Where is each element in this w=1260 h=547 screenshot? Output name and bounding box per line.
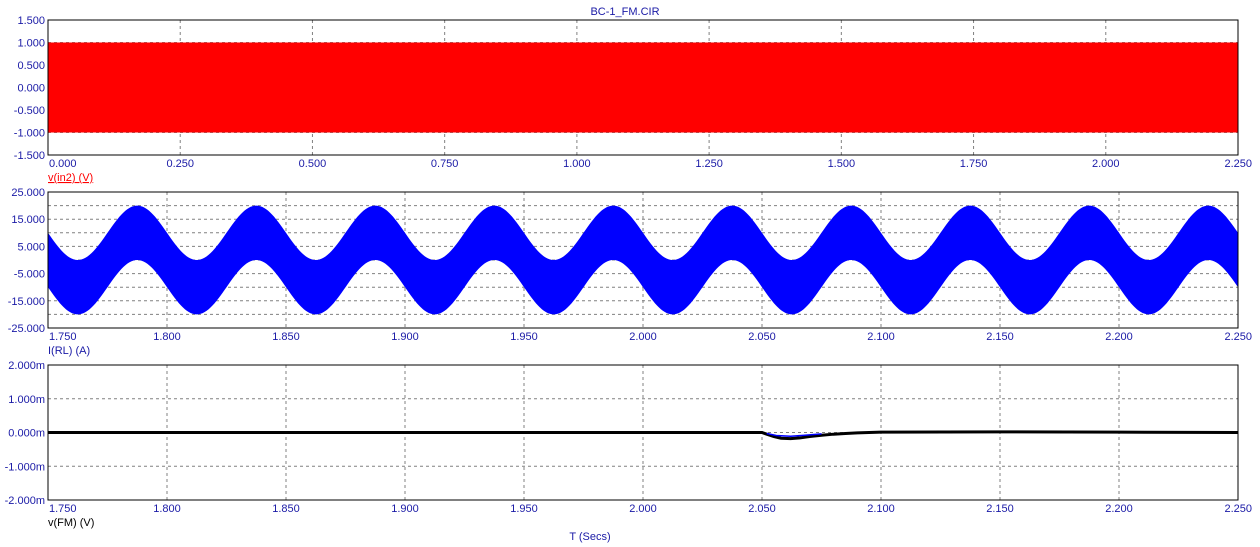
x-tick-label: 2.200: [1105, 331, 1133, 343]
y-tick-label: 0.000: [17, 83, 45, 95]
y-tick-label: 0.500: [17, 60, 45, 72]
series-1-band: [48, 42, 1238, 133]
x-tick-label: 2.100: [867, 503, 895, 515]
y-tick-label: 0.000m: [8, 428, 45, 440]
x-tick-label: 2.250: [1224, 331, 1252, 343]
x-tick-label: 2.100: [867, 331, 895, 343]
y-tick-label: -1.500: [14, 150, 45, 162]
y-tick-label: -0.500: [14, 105, 45, 117]
x-tick-label: 0.000: [49, 158, 77, 170]
y-tick-label: -1.000: [14, 128, 45, 140]
y-tick-label: 15.000: [11, 214, 45, 226]
y-tick-label: -15.000: [8, 296, 45, 308]
x-tick-label: 2.050: [748, 503, 776, 515]
x-tick-label: 2.000: [1092, 158, 1120, 170]
plot-frame: [47, 19, 1239, 156]
y-tick-label: -1.000m: [5, 461, 45, 473]
x-tick-label: 1.900: [391, 503, 419, 515]
x-tick-label: 2.200: [1105, 503, 1133, 515]
y-tick-label: 2.000m: [8, 360, 45, 372]
x-axis-title: T (Secs): [569, 531, 610, 543]
y-tick-label: -25.000: [8, 323, 45, 335]
x-tick-label: 2.150: [986, 331, 1014, 343]
series-group: [48, 205, 1238, 315]
x-tick-label: 2.250: [1224, 503, 1252, 515]
chart-title: BC-1_FM.CIR: [590, 6, 659, 18]
y-tick-label: -2.000m: [5, 495, 45, 507]
series-group: [48, 42, 1238, 133]
y-tick-label: 1.000m: [8, 394, 45, 406]
y-tick-label: 5.000: [17, 241, 45, 253]
series-label: v(FM) (V): [48, 517, 94, 529]
x-tick-label: 1.000: [563, 158, 591, 170]
x-tick-label: 0.500: [299, 158, 327, 170]
x-tick-label: 1.950: [510, 331, 538, 343]
x-tick-label: 1.750: [49, 503, 77, 515]
x-tick-label: 1.800: [153, 503, 181, 515]
x-tick-label: 0.750: [431, 158, 459, 170]
chart-panel-3: 2.000m 1.000m 0.000m -1.000m -2.000m 1.750 1.8…: [5, 360, 1252, 529]
series-1-band: [48, 205, 1238, 315]
series-group: [48, 430, 1238, 441]
y-tick-label: 1.500: [17, 15, 45, 27]
y-tick-label: 1.000: [17, 38, 45, 50]
x-tick-label: 1.950: [510, 503, 538, 515]
plot-frame: [47, 364, 1239, 501]
x-tick-label: 1.250: [695, 158, 723, 170]
x-tick-label: 0.250: [166, 158, 194, 170]
x-tick-label: 2.000: [629, 331, 657, 343]
chart-panel-1: 1.500 1.000 0.500 0.000 -0.500 -1.000 -1.500 0.…: [14, 15, 1252, 184]
x-tick-label: 2.000: [629, 503, 657, 515]
series-label: I(RL) (A): [48, 345, 90, 357]
x-tick-label: 1.900: [391, 331, 419, 343]
y-tick-label: -5.000: [14, 269, 45, 281]
x-tick-label: 1.850: [272, 503, 300, 515]
x-tick-label: 1.750: [960, 158, 988, 170]
x-tick-label: 2.150: [986, 503, 1014, 515]
x-tick-label: 1.850: [272, 331, 300, 343]
x-tick-label: 2.050: [748, 331, 776, 343]
series-1-line: [48, 430, 1238, 441]
x-tick-label: 1.750: [49, 331, 77, 343]
plot-frame: [47, 191, 1239, 329]
y-tick-label: 25.000: [11, 187, 45, 199]
x-tick-label: 1.800: [153, 331, 181, 343]
series-label: v(in2) (V): [48, 172, 93, 184]
series-2-line: [766, 432, 822, 437]
chart-panel-2: 25.000 15.000 5.000 -5.000 -15.000 -25.000 1.7…: [8, 187, 1252, 357]
x-tick-label: 2.250: [1224, 158, 1252, 170]
x-tick-label: 1.500: [828, 158, 856, 170]
